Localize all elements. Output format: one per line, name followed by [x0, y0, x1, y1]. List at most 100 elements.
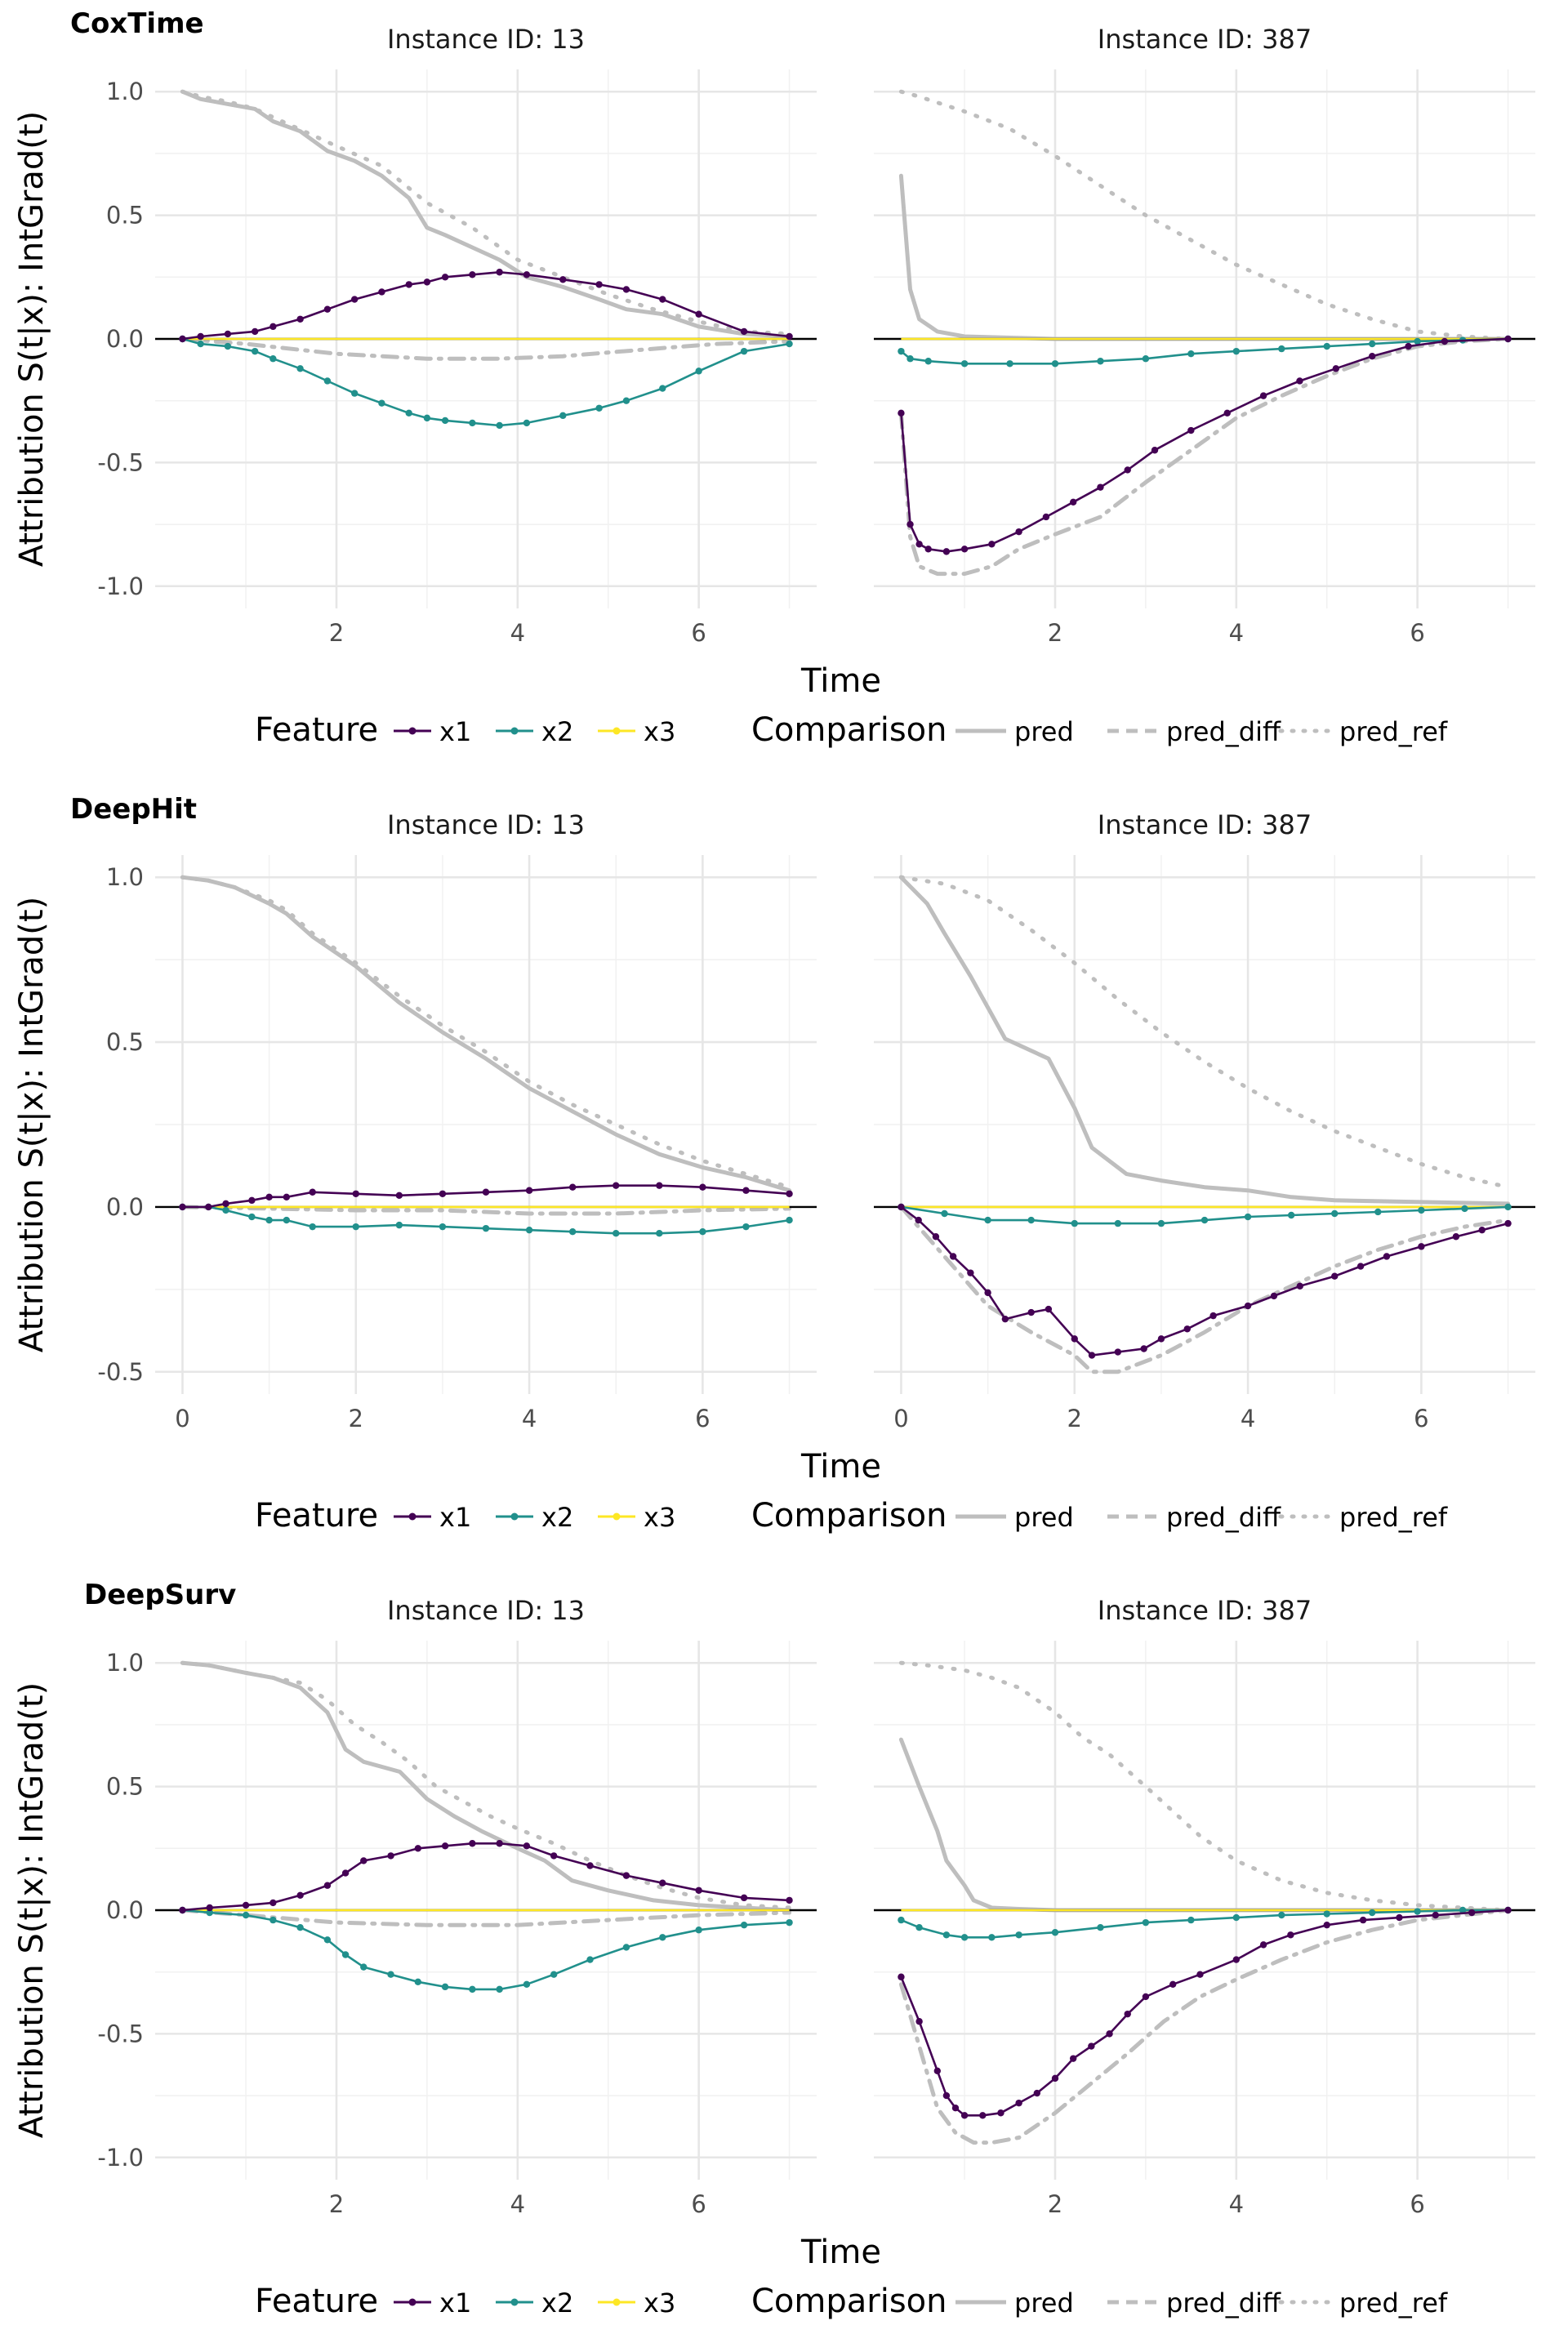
y-tick-label: -1.0: [97, 572, 144, 600]
legend-key-x3-point: [612, 727, 621, 735]
series-x2-point: [1187, 1916, 1195, 1924]
series-x2-point: [1232, 347, 1241, 355]
series-x1-point: [1183, 1325, 1191, 1333]
y-tick-label: 0.0: [106, 1896, 144, 1924]
series-x2-point: [224, 342, 232, 350]
series-x2-point: [341, 1951, 350, 1958]
model-title: DeepSurv: [84, 1579, 236, 1611]
series-x1-point: [786, 1190, 793, 1197]
series-x1-point: [967, 1269, 974, 1276]
series-x1-point: [1287, 1931, 1294, 1939]
series-x1-point: [360, 1857, 368, 1864]
y-axis-title: Attribution S(t|x): IntGrad(t): [13, 897, 51, 1352]
series-pred-diff-line: [898, 1908, 1511, 2145]
legend-key-x1-point: [408, 727, 416, 735]
series-x1-point: [179, 335, 186, 343]
y-tick-label: 0.5: [106, 1028, 144, 1056]
y-tick-label: -0.5: [97, 1358, 144, 1386]
x-tick-label: 2: [1067, 1405, 1082, 1432]
series-x2-point: [659, 385, 666, 392]
series-x2-point: [1051, 1929, 1059, 1936]
x-axis-title: Time: [800, 2234, 881, 2271]
series-x1-point: [1015, 2099, 1022, 2107]
series-x2-point: [612, 1230, 620, 1237]
series-x2-point: [924, 358, 932, 365]
y-tick-label: -1.0: [97, 2144, 144, 2172]
series-x1-point: [482, 1188, 490, 1196]
series-x2-point: [251, 347, 259, 355]
series-x2-point: [423, 414, 431, 422]
series-x1-point: [1088, 1352, 1096, 1359]
series-x1-line: [900, 1205, 1508, 1356]
series-x2-point: [898, 347, 905, 355]
series-x1-point: [323, 305, 332, 313]
series-x1-point: [1124, 2010, 1131, 2018]
legend: Feature x1 x2 x3 Comparison pred pred_diff pred…: [255, 711, 1448, 749]
series-x1-point: [1504, 335, 1512, 343]
series-x1-point: [523, 1842, 531, 1850]
series-x2-point: [1071, 1219, 1078, 1227]
series-x1-point: [988, 541, 996, 548]
series-x2-point: [1368, 340, 1376, 348]
series-x2-point: [906, 355, 914, 363]
series-x2-point: [523, 1980, 531, 1989]
series-x2-point: [568, 1227, 577, 1236]
legend-label-pred-ref: pred_ref: [1339, 716, 1448, 747]
panel-instance-387: Instance ID: 387 2 4 6: [874, 1595, 1535, 2218]
series-x1-point: [352, 1190, 359, 1197]
series-pred-ref-line: [898, 875, 1511, 1190]
series-x1-point: [248, 1196, 256, 1205]
series-x1-point: [1124, 466, 1131, 474]
y-tick-label: 1.0: [106, 863, 144, 891]
series-x1-point: [387, 1852, 394, 1860]
series-x2-point: [395, 1221, 403, 1229]
legend-label-x3: x3: [644, 2287, 675, 2319]
legend-feature-title: Feature: [255, 711, 378, 749]
series-x1-point: [1244, 1302, 1252, 1310]
y-axis-title: Attribution S(t|x): IntGrad(t): [13, 111, 51, 567]
series-x2-point: [1278, 1911, 1285, 1919]
series-x1-point: [242, 1901, 250, 1909]
series-x2-line: [182, 1205, 790, 1235]
series-pred-diff-line: [180, 1908, 792, 1927]
series-x1-point: [469, 271, 476, 278]
legend-key-x2-point: [510, 727, 519, 735]
series-x1-point: [414, 1845, 422, 1852]
series-x2-point: [1015, 1931, 1022, 1939]
series-x2-point: [469, 419, 476, 427]
x-tick-label: 6: [1410, 2190, 1424, 2218]
series-x1-point: [1405, 342, 1412, 350]
series-x2-point: [1200, 1216, 1209, 1224]
legend-comparison-title: Comparison: [751, 2283, 947, 2320]
series-x2-point: [1142, 1918, 1150, 1927]
legend-label-pred-diff: pred_diff: [1166, 1502, 1281, 1533]
series-x2-point: [786, 1216, 793, 1224]
series-x2-point: [1114, 1219, 1122, 1227]
series-x1-point: [270, 323, 277, 331]
series-x1-point: [296, 315, 304, 323]
x-tick-label: 2: [1048, 619, 1062, 647]
y-tick-label: 0.0: [106, 1193, 144, 1221]
series-x2-point: [414, 1978, 422, 1985]
series-x1-point: [222, 1200, 229, 1208]
series-x2-point: [1504, 1203, 1512, 1211]
series-x1-point: [441, 274, 449, 281]
series-x1-point: [933, 2067, 942, 2074]
series-x2-point: [496, 421, 503, 430]
series-x1-point: [1504, 1906, 1512, 1914]
series-x1-line: [900, 337, 1508, 553]
series-x1-point: [1356, 1263, 1365, 1270]
series-x1-point: [1332, 365, 1340, 372]
series-x2-point: [1244, 1213, 1252, 1221]
series-x2-point: [1323, 342, 1330, 350]
series-x1-point: [984, 1289, 991, 1297]
series-x2-point: [469, 1985, 476, 1993]
series-x1-point: [1015, 528, 1022, 536]
x-tick-label: 0: [175, 1405, 189, 1432]
x-tick-label: 2: [329, 619, 344, 647]
series-x2-point: [659, 1934, 666, 1941]
series-x2-point: [1097, 1923, 1104, 1931]
series-x2-point: [1461, 1205, 1468, 1213]
